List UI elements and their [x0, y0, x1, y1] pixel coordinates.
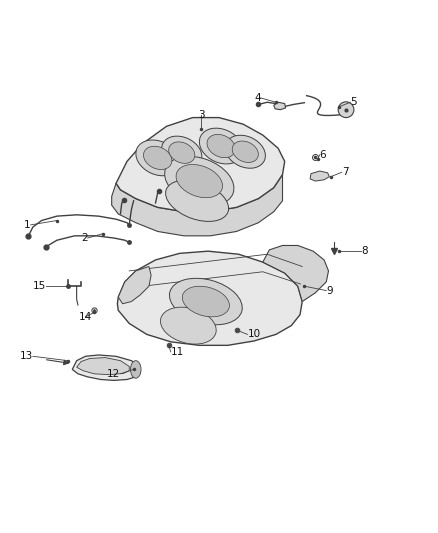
Polygon shape — [112, 174, 283, 236]
Ellipse shape — [131, 361, 141, 378]
Ellipse shape — [170, 278, 242, 325]
Ellipse shape — [199, 128, 243, 164]
Polygon shape — [117, 251, 302, 345]
Text: 1: 1 — [24, 220, 31, 230]
Ellipse shape — [176, 165, 223, 198]
Ellipse shape — [162, 136, 202, 169]
Text: 13: 13 — [20, 351, 33, 361]
Text: 4: 4 — [254, 93, 261, 103]
Ellipse shape — [166, 180, 229, 221]
Text: 8: 8 — [361, 246, 368, 256]
Text: 15: 15 — [33, 281, 46, 291]
Polygon shape — [118, 266, 151, 304]
Text: 10: 10 — [247, 329, 261, 340]
Polygon shape — [77, 358, 129, 375]
Text: 12: 12 — [107, 369, 120, 379]
Ellipse shape — [338, 102, 354, 118]
Polygon shape — [72, 355, 140, 381]
Ellipse shape — [136, 140, 180, 176]
Text: 7: 7 — [342, 167, 348, 177]
Ellipse shape — [169, 142, 195, 163]
Text: 3: 3 — [198, 110, 205, 120]
Ellipse shape — [225, 135, 265, 168]
Ellipse shape — [232, 141, 258, 163]
Text: 11: 11 — [171, 347, 184, 357]
Text: 14: 14 — [79, 312, 92, 322]
Polygon shape — [310, 171, 329, 181]
Polygon shape — [263, 246, 328, 302]
Ellipse shape — [182, 286, 230, 317]
Text: 5: 5 — [350, 97, 357, 107]
Ellipse shape — [207, 134, 235, 158]
Ellipse shape — [160, 307, 216, 344]
Polygon shape — [116, 118, 285, 212]
Text: 9: 9 — [326, 286, 333, 296]
Ellipse shape — [144, 146, 172, 169]
Text: 2: 2 — [81, 233, 88, 243]
Text: 6: 6 — [320, 150, 326, 160]
Polygon shape — [274, 102, 286, 110]
Ellipse shape — [165, 156, 234, 206]
